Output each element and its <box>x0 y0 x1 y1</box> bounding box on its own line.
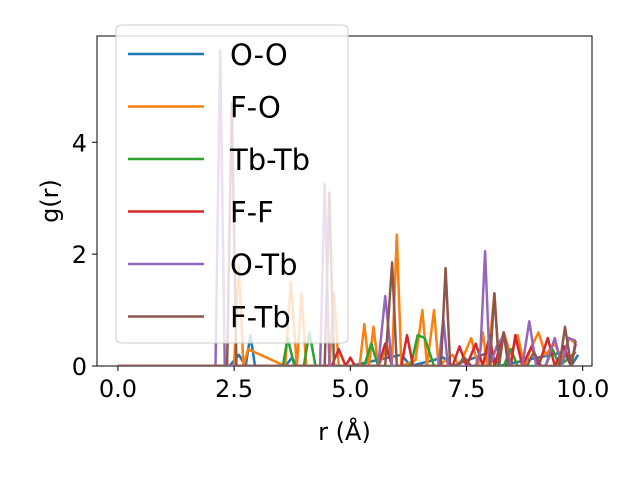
x-tick-label: 7.5 <box>447 375 485 403</box>
legend-label-f-f: F-F <box>230 196 274 230</box>
legend-label-f-o: F-O <box>230 91 281 125</box>
series-line-f-f <box>117 331 577 366</box>
y-tick-label: 4 <box>72 129 87 157</box>
series-line-tb-tb <box>117 331 577 366</box>
y-axis-label: g(r) <box>36 179 64 223</box>
x-axis: 0.0 2.5 5.0 7.5 10.0 <box>99 366 609 403</box>
y-tick-label: 2 <box>72 241 87 269</box>
legend: O-O F-O Tb-Tb F-F O-Tb F-Tb <box>115 24 349 344</box>
x-tick-label: 5.0 <box>331 375 369 403</box>
legend-label-f-tb: F-Tb <box>230 301 291 335</box>
legend-label-o-o: O-O <box>230 38 288 72</box>
x-tick-label: 2.5 <box>215 375 253 403</box>
y-axis: 0 2 4 <box>72 129 97 381</box>
legend-label-tb-tb: Tb-Tb <box>229 143 310 177</box>
x-axis-label: r (Å) <box>318 417 371 446</box>
x-tick-label: 10.0 <box>556 375 609 403</box>
legend-frame <box>115 24 349 344</box>
y-tick-label: 0 <box>72 353 87 381</box>
x-tick-label: 0.0 <box>99 375 137 403</box>
legend-label-o-tb: O-Tb <box>230 248 298 282</box>
